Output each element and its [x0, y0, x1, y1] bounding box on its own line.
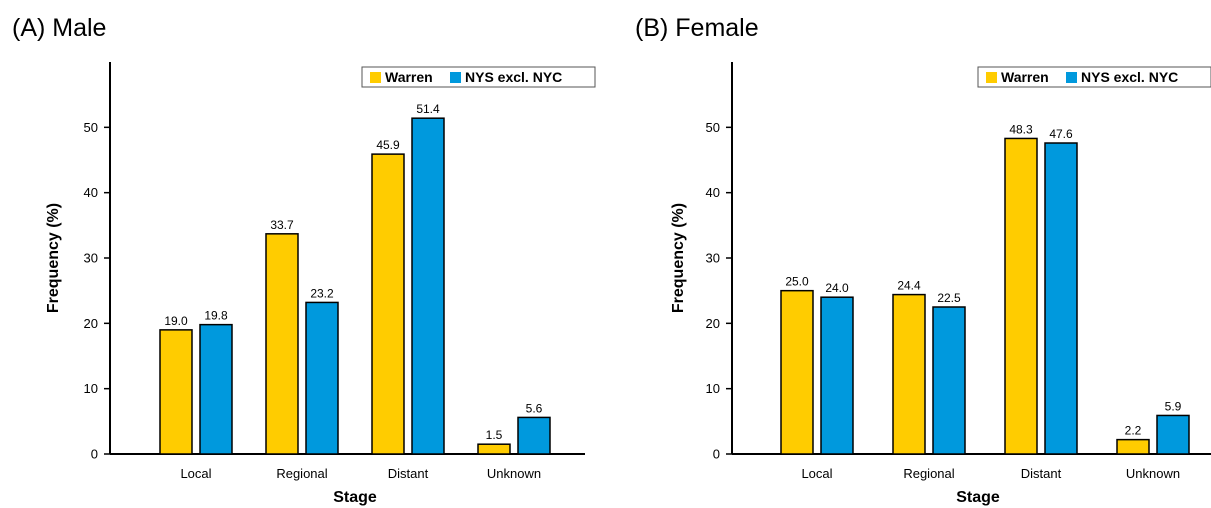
- y-tick-label: 50: [84, 120, 98, 135]
- y-axis-title: Frequency (%): [670, 203, 687, 313]
- y-tick-label: 20: [706, 316, 720, 331]
- bar-warren: [1004, 137, 1038, 455]
- y-tick-label: 0: [91, 447, 98, 462]
- bar-warren: [780, 289, 814, 455]
- x-tick-label: Local: [180, 466, 211, 481]
- bar-warren: [265, 233, 299, 455]
- legend-label: Warren: [385, 69, 433, 85]
- x-tick-label: Distant: [388, 466, 429, 481]
- x-tick-label: Distant: [1021, 466, 1062, 481]
- bar-value-label: 51.4: [416, 102, 440, 116]
- y-tick-label: 0: [713, 447, 720, 462]
- bar-value-label: 25.0: [785, 275, 809, 289]
- bar-nys-excl-nyc: [1156, 414, 1190, 455]
- bar-warren: [159, 329, 193, 455]
- y-tick-label: 50: [706, 120, 720, 135]
- bar-value-label: 1.5: [486, 428, 503, 442]
- bar-value-label: 19.0: [164, 314, 188, 328]
- legend-label: Warren: [1001, 69, 1049, 85]
- panel-title: (A) Male: [12, 14, 107, 42]
- legend-swatch: [1066, 72, 1077, 83]
- bar-chart-male: 0 10 20 30 40 50 Frequency (%) 19.0 19.8 Local 33.…: [45, 62, 596, 506]
- legend-swatch: [986, 72, 997, 83]
- bar-value-label: 24.0: [825, 281, 849, 295]
- bar-value-label: 5.9: [1165, 399, 1182, 413]
- bar-nys-excl-nyc: [820, 296, 854, 455]
- bar-nys-excl-nyc: [1044, 142, 1078, 455]
- y-tick-label: 30: [84, 251, 98, 266]
- x-tick-label: Regional: [276, 466, 327, 481]
- y-tick-label: 40: [706, 185, 720, 200]
- bar-warren: [892, 293, 926, 455]
- bar-value-label: 33.7: [270, 218, 294, 232]
- bar-warren: [371, 153, 405, 455]
- legend-box: [361, 66, 596, 88]
- legend-label: NYS excl. NYC: [1081, 69, 1178, 85]
- chart-panel-male: (A) Male 0 10 20 30 40 50 Frequency (%) 19.0 19.…: [0, 0, 605, 508]
- bar-nys-excl-nyc: [411, 117, 445, 455]
- bar-value-label: 2.2: [1125, 424, 1142, 438]
- panel-title: (B) Female: [635, 14, 759, 42]
- bar-value-label: 23.2: [310, 286, 334, 300]
- x-tick-label: Regional: [903, 466, 954, 481]
- y-axis-title: Frequency (%): [45, 203, 62, 313]
- bar-value-label: 5.6: [526, 401, 543, 415]
- x-axis-title: Stage: [333, 489, 377, 506]
- bar-value-label: 24.4: [897, 279, 921, 293]
- bar-value-label: 22.5: [937, 291, 961, 305]
- bar-value-label: 47.6: [1049, 127, 1073, 141]
- x-tick-label: Unknown: [1126, 466, 1180, 481]
- y-tick-label: 10: [706, 381, 720, 396]
- bar-warren: [1116, 438, 1150, 455]
- x-tick-label: Unknown: [487, 466, 541, 481]
- x-axis-title: Stage: [956, 489, 1000, 506]
- bar-value-label: 45.9: [376, 138, 400, 152]
- bar-value-label: 19.8: [204, 309, 228, 323]
- bar-nys-excl-nyc: [932, 306, 966, 455]
- bar-nys-excl-nyc: [305, 301, 339, 455]
- legend-swatch: [450, 72, 461, 83]
- y-tick-label: 10: [84, 381, 98, 396]
- y-tick-label: 40: [84, 185, 98, 200]
- legend-box: [977, 66, 1211, 88]
- bar-chart-female: 0 10 20 30 40 50 Frequency (%) 25.0 24.0 Local 24.…: [670, 62, 1211, 506]
- bar-warren: [477, 443, 511, 455]
- bar-nys-excl-nyc: [199, 323, 233, 455]
- bar-value-label: 48.3: [1009, 122, 1033, 136]
- legend-label: NYS excl. NYC: [465, 69, 562, 85]
- bar-nys-excl-nyc: [517, 416, 551, 455]
- y-tick-label: 20: [84, 316, 98, 331]
- x-tick-label: Local: [801, 466, 832, 481]
- chart-panel-female: (B) Female 0 10 20 30 40 50 Frequency (%) 25.0 2…: [623, 0, 1211, 508]
- legend-swatch: [370, 72, 381, 83]
- y-tick-label: 30: [706, 251, 720, 266]
